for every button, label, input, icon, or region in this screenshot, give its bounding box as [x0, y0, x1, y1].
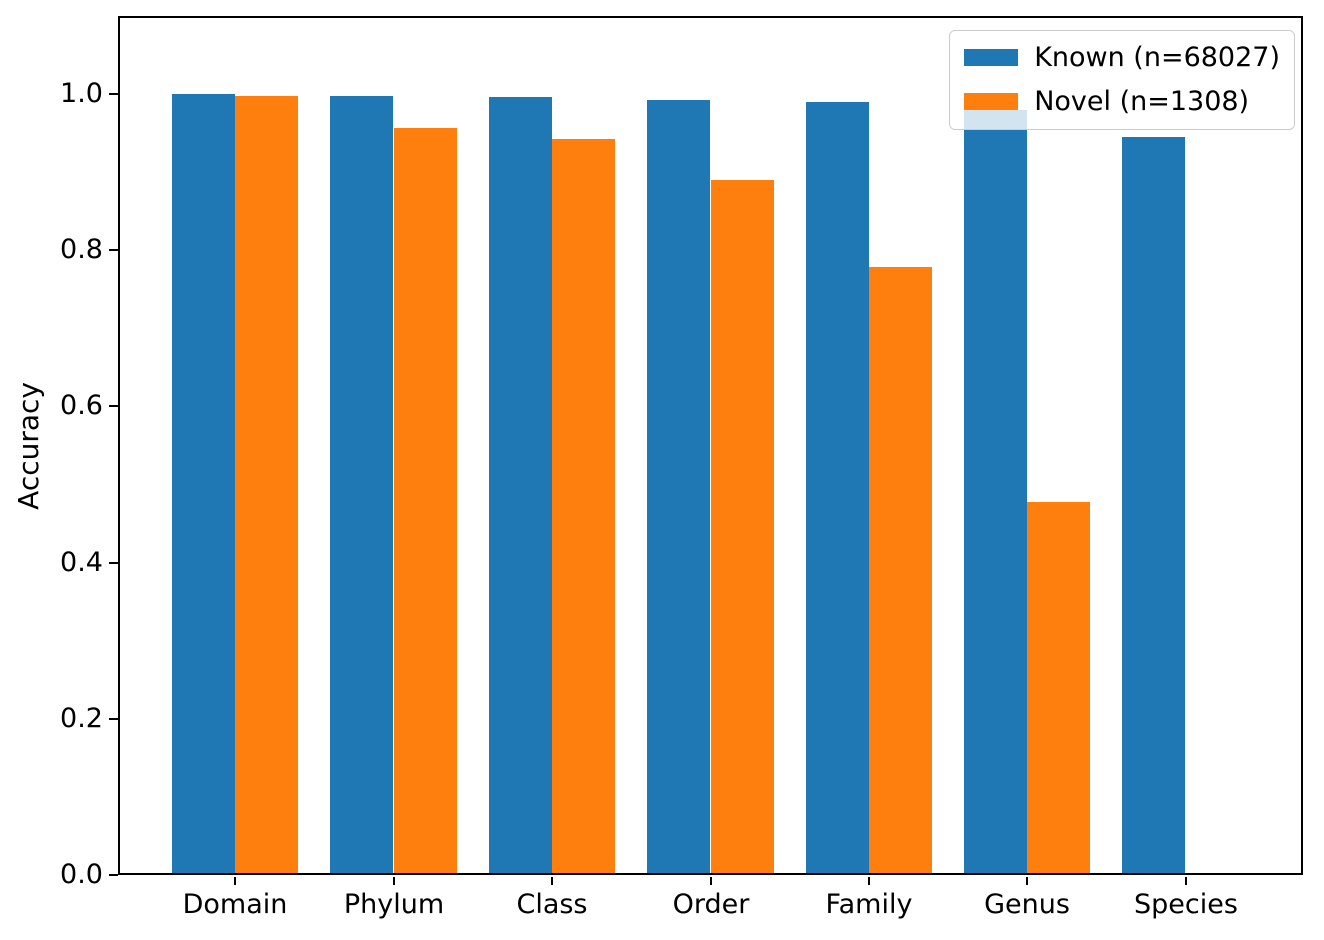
x-tick-label-class: Class	[516, 889, 588, 920]
legend-label-novel: Novel (n=1308)	[1034, 85, 1250, 117]
legend: Known (n=68027) Novel (n=1308)	[949, 30, 1295, 130]
bar-known-order	[647, 100, 710, 875]
y-tick-0.2	[109, 718, 118, 720]
bars-layer	[118, 16, 1303, 875]
x-tick-genus	[1026, 877, 1028, 885]
x-tick-phylum	[393, 877, 395, 885]
bar-known-genus	[964, 110, 1027, 875]
x-tick-family	[868, 877, 870, 885]
legend-label-known: Known (n=68027)	[1034, 42, 1280, 73]
x-tick-label-genus: Genus	[984, 889, 1070, 920]
bar-novel-phylum	[394, 128, 457, 875]
plot-area: Known (n=68027) Novel (n=1308)	[118, 16, 1303, 875]
y-tick-1.0	[109, 93, 118, 95]
legend-item-novel: Novel (n=1308)	[964, 85, 1280, 119]
bar-novel-family	[869, 267, 932, 875]
bar-known-phylum	[330, 96, 393, 875]
y-tick-label-0.8: 0.8	[60, 234, 103, 265]
y-tick-0.8	[109, 249, 118, 251]
bar-novel-genus	[1027, 502, 1090, 875]
bar-known-domain	[172, 94, 235, 875]
x-tick-label-species: Species	[1134, 889, 1238, 920]
y-tick-label-0.4: 0.4	[60, 547, 103, 578]
legend-swatch-novel	[964, 93, 1019, 111]
y-tick-label-0.6: 0.6	[60, 390, 103, 421]
bar-novel-order	[711, 180, 774, 875]
bar-known-species	[1122, 137, 1185, 875]
y-tick-0.4	[109, 562, 118, 564]
x-tick-domain	[234, 877, 236, 885]
legend-swatch-known	[964, 49, 1019, 67]
x-tick-label-family: Family	[825, 889, 913, 920]
bar-known-family	[806, 102, 869, 875]
y-axis-label-wrap: Accuracy	[12, 16, 45, 875]
x-tick-label-phylum: Phylum	[343, 889, 445, 920]
y-tick-label-0.2: 0.2	[60, 703, 103, 734]
x-tick-order	[710, 877, 712, 885]
bar-novel-class	[552, 139, 615, 875]
x-tick-label-order: Order	[672, 889, 750, 920]
bar-novel-domain	[235, 96, 298, 875]
y-tick-0.6	[109, 405, 118, 407]
legend-item-known: Known (n=68027)	[964, 41, 1280, 75]
y-tick-label-0.0: 0.0	[60, 859, 103, 890]
x-tick-class	[551, 877, 553, 885]
y-tick-label-1.0: 1.0	[60, 78, 103, 109]
bar-known-class	[489, 97, 552, 875]
y-tick-0.0	[109, 874, 118, 876]
x-tick-species	[1185, 877, 1187, 885]
x-tick-label-domain: Domain	[182, 889, 288, 920]
